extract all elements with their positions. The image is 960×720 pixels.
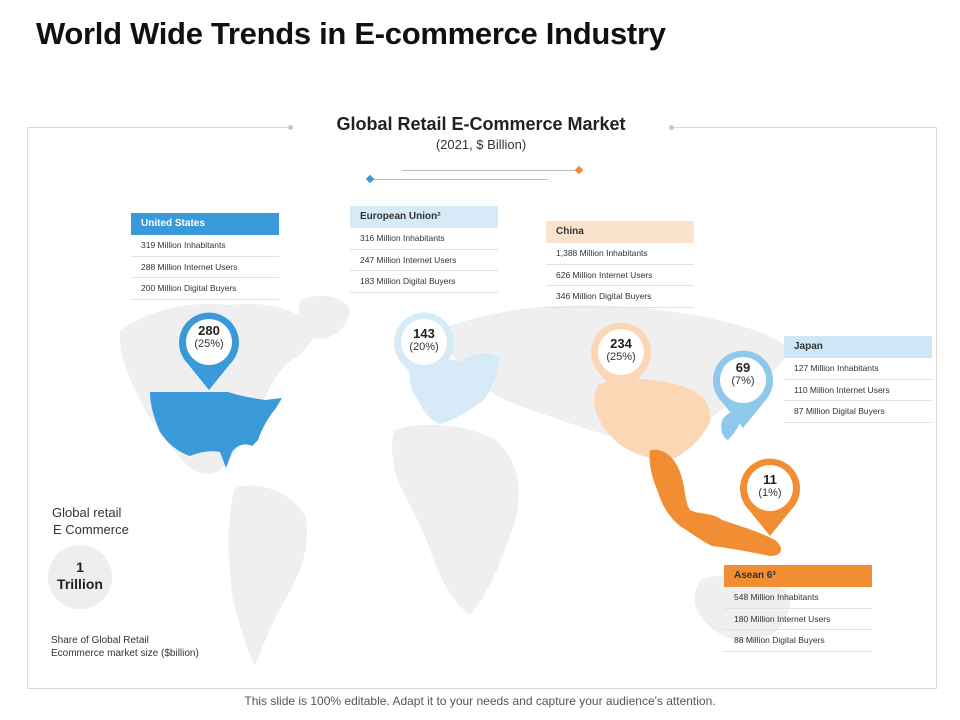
pin-share: (25%) <box>194 338 224 350</box>
card-european-union: European Union² 316 Million Inhabitants … <box>350 206 498 293</box>
map-south-america <box>228 485 308 665</box>
pin-value: 280 <box>198 323 220 338</box>
pin-value: 143 <box>413 326 435 341</box>
stat-internet-users: 247 Million Internet Users <box>350 250 498 271</box>
map-pin-japan <box>713 350 773 428</box>
chart-subtitle: (2021, $ Billion) <box>435 137 527 152</box>
decor-line-blue <box>372 179 548 180</box>
share-note: Share of Global Retail Ecommerce market … <box>51 634 199 660</box>
stat-internet-users: 110 Million Internet Users <box>784 380 932 401</box>
card-title: Japan <box>784 336 932 358</box>
pin-share: (1%) <box>758 487 782 499</box>
share-note-line2: Ecommerce market size ($billion) <box>51 648 199 659</box>
pin-label-asean: 11 (1%) <box>740 472 800 499</box>
map-asean <box>649 449 782 556</box>
map-pin-asean <box>740 458 800 536</box>
card-japan: Japan 127 Million Inhabitants 110 Millio… <box>784 336 932 423</box>
map-pin-european-union <box>394 312 454 390</box>
pin-label-japan: 69 (7%) <box>713 360 773 387</box>
pin-label-china: 234 (25%) <box>591 336 651 363</box>
stat-internet-users: 626 Million Internet Users <box>546 265 694 286</box>
chart-title: Global Retail E-Commerce Market <box>336 114 626 134</box>
global-value-line1: 1 <box>76 559 84 575</box>
footer-note: This slide is 100% editable. Adapt it to… <box>244 694 716 708</box>
map-australia <box>694 575 791 642</box>
pin-share: (7%) <box>731 375 755 387</box>
stat-digital-buyers: 183 Million Digital Buyers <box>350 271 498 293</box>
stat-digital-buyers: 88 Million Digital Buyers <box>724 630 872 652</box>
stat-internet-users: 288 Million Internet Users <box>131 257 279 278</box>
map-china <box>594 378 711 460</box>
frame-dot-right <box>669 125 674 130</box>
card-title: European Union² <box>350 206 498 228</box>
global-label-line2: E Commerce <box>53 522 129 537</box>
stat-inhabitants: 1,388 Million Inhabitants <box>546 243 694 265</box>
pin-share: (20%) <box>409 341 439 353</box>
global-value-line2: Trillion <box>57 576 103 592</box>
map-pin-united-states <box>179 312 239 390</box>
map-pin-china <box>591 322 651 400</box>
pin-value: 11 <box>763 472 777 487</box>
card-title: United States <box>131 213 279 235</box>
pin-value: 234 <box>610 336 632 351</box>
pin-label-european-union: 143 (20%) <box>394 326 454 353</box>
global-retail-label: Global retail E Commerce <box>52 504 129 538</box>
stat-inhabitants: 319 Million Inhabitants <box>131 235 279 257</box>
stat-inhabitants: 127 Million Inhabitants <box>784 358 932 380</box>
stat-internet-users: 180 Million Internet Users <box>724 609 872 630</box>
stat-digital-buyers: 87 Million Digital Buyers <box>784 401 932 423</box>
stat-digital-buyers: 200 Million Digital Buyers <box>131 278 279 300</box>
card-title: China <box>546 221 694 243</box>
pin-share: (25%) <box>606 351 636 363</box>
card-united-states: United States 319 Million Inhabitants 28… <box>131 213 279 300</box>
global-label-line1: Global retail <box>52 505 122 520</box>
card-asean: Asean 6³ 548 Million Inhabitants 180 Mil… <box>724 565 872 652</box>
card-title: Asean 6³ <box>724 565 872 587</box>
map-united-states <box>150 392 282 468</box>
card-china: China 1,388 Million Inhabitants 626 Mill… <box>546 221 694 308</box>
map-greenland <box>298 295 350 339</box>
slide-title: World Wide Trends in E-commerce Industry <box>36 16 666 51</box>
frame-dot-left <box>288 125 293 130</box>
stat-inhabitants: 548 Million Inhabitants <box>724 587 872 609</box>
decor-line-orange <box>402 170 578 171</box>
stat-inhabitants: 316 Million Inhabitants <box>350 228 498 250</box>
frame-title-gap <box>290 120 672 134</box>
share-note-line1: Share of Global Retail <box>51 635 149 646</box>
stat-digital-buyers: 346 Million Digital Buyers <box>546 286 694 308</box>
pin-value: 69 <box>735 360 751 375</box>
map-africa <box>392 424 519 615</box>
global-total-circle: 1 Trillion <box>48 545 112 609</box>
pin-label-united-states: 280 (25%) <box>179 323 239 350</box>
